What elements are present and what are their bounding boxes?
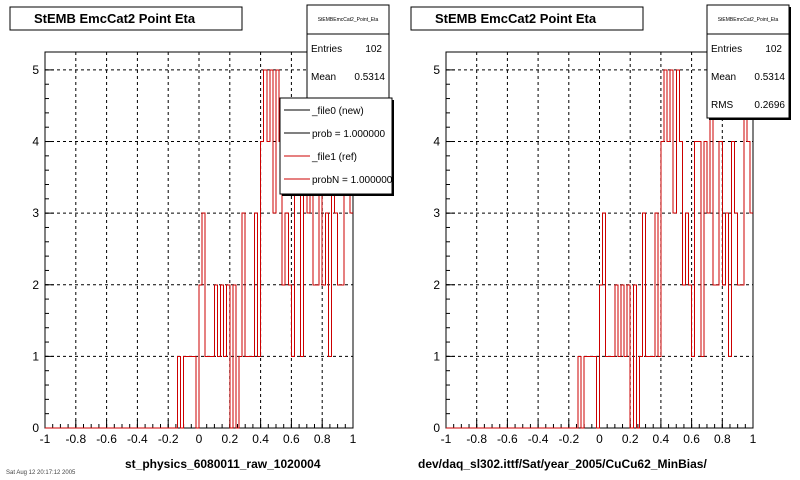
right-stats-mean-label: Mean [711, 72, 736, 83]
right-x-tick-label: 0.6 [683, 432, 700, 446]
left-x-tick-label: -0.8 [65, 432, 86, 446]
left-panel: StEMB EmcCat2 Point Eta -1 -0.8 -0.6 -0.4 -0… [6, 4, 394, 476]
legend-item-new: _file0 (new) [311, 106, 364, 117]
right-stats-box: StEMBEmcCat2_Point_Eta Entries 102 Mean … [706, 4, 791, 120]
right-x-tick-label: 0.8 [714, 432, 731, 446]
left-x-tick-label: 1 [350, 432, 357, 446]
left-stats-mean-label: Mean [311, 72, 336, 83]
left-y-tick-label: 4 [32, 135, 39, 149]
left-axis-ticks: -1 -0.8 -0.6 -0.4 -0.2 0 0.2 0.4 0.6 0.8 1 0 1 2 3 4 5 [32, 63, 356, 446]
left-title: StEMB EmcCat2 Point Eta [34, 11, 196, 26]
right-stats-header: StEMBEmcCat2_Point_Eta [718, 17, 779, 23]
right-x-tick-label: 0.2 [622, 432, 639, 446]
left-x-tick-label: -0.4 [127, 432, 148, 446]
right-x-tick-label: -0.4 [528, 432, 549, 446]
right-axis-ticks: -1 -0.8 -0.6 -0.4 -0.2 0 0.2 0.4 0.6 0.8 1 0 1 2 3 4 5 [433, 63, 756, 446]
legend-item-ref: _file1 (ref) [311, 152, 357, 163]
left-x-tick-label: 0 [196, 432, 203, 446]
legend-item-probn: probN = 1.000000 [312, 175, 393, 186]
right-x-tick-label: -0.8 [466, 432, 487, 446]
right-x-tick-label: 0 [596, 432, 603, 446]
right-stats-entries-value: 102 [765, 44, 782, 55]
left-y-tick-label: 1 [32, 349, 39, 363]
left-x-tick-label: -1 [40, 432, 51, 446]
right-y-tick-label: 1 [433, 349, 440, 363]
left-stats-entries-label: Entries [311, 44, 342, 55]
right-y-tick-label: 2 [433, 278, 440, 292]
left-y-tick-label: 2 [32, 278, 39, 292]
left-stats-entries-value: 102 [365, 44, 382, 55]
right-x-axis-label: dev/daq_sl302.ittf/Sat/year_2005/CuCu62_… [418, 457, 707, 471]
right-x-tick-label: -1 [441, 432, 452, 446]
right-x-tick-label: -0.6 [497, 432, 518, 446]
left-y-tick-label: 0 [32, 421, 39, 435]
left-x-tick-label: 0.4 [252, 432, 269, 446]
left-legend: _file0 (new) prob = 1.000000 _file1 (ref… [279, 97, 394, 196]
right-x-tick-label: -0.2 [558, 432, 579, 446]
right-title-box [410, 6, 644, 31]
right-y-tick-label: 4 [433, 135, 440, 149]
left-x-tick-label: -0.6 [96, 432, 117, 446]
right-panel: StEMB EmcCat2 Point Eta -1 -0.8 -0.6 -0.4 -0… [410, 4, 791, 471]
left-stats-header: StEMBEmcCat2_Point_Eta [318, 17, 379, 23]
left-x-axis-label: st_physics_6080011_raw_1020004 [125, 457, 321, 471]
left-y-tick-label: 3 [32, 206, 39, 220]
right-x-tick-label: 0.4 [653, 432, 670, 446]
left-stats-mean-value: 0.5314 [354, 72, 385, 83]
right-stats-rms-value: 0.2696 [754, 100, 785, 111]
right-y-tick-label: 0 [433, 421, 440, 435]
left-x-tick-label: 0.8 [314, 432, 331, 446]
left-x-tick-label: 0.2 [221, 432, 238, 446]
right-title: StEMB EmcCat2 Point Eta [435, 11, 597, 26]
right-stats-rms-label: RMS [711, 100, 734, 111]
right-stats-mean-value: 0.5314 [754, 72, 785, 83]
right-x-tick-label: 1 [750, 432, 757, 446]
left-title-box [9, 6, 243, 31]
right-stats-entries-label: Entries [711, 44, 742, 55]
legend-item-prob: prob = 1.000000 [312, 129, 386, 140]
right-y-tick-label: 3 [433, 206, 440, 220]
left-y-tick-label: 5 [32, 63, 39, 77]
footer-note: Sat Aug 12 20:17:12 2005 [6, 470, 76, 476]
left-x-tick-label: 0.6 [283, 432, 300, 446]
left-x-tick-label: -0.2 [158, 432, 179, 446]
right-y-tick-label: 5 [433, 63, 440, 77]
